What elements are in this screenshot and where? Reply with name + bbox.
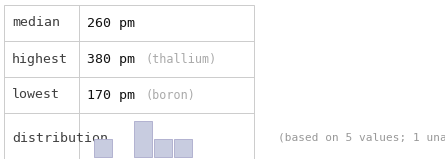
Text: 260 pm: 260 pm (87, 17, 135, 30)
Text: lowest: lowest (12, 89, 60, 101)
Text: (boron): (boron) (145, 89, 195, 101)
Text: highest: highest (12, 52, 68, 66)
Bar (154, 139, 172, 157)
Text: distribution: distribution (12, 132, 108, 145)
Text: (thallium): (thallium) (145, 52, 216, 66)
Text: 170 pm: 170 pm (87, 89, 135, 101)
Bar (134, 121, 152, 157)
Bar (4, 5, 254, 159)
Text: (based on 5 values; 1 unavailable): (based on 5 values; 1 unavailable) (278, 132, 445, 142)
Text: 380 pm: 380 pm (87, 52, 135, 66)
Text: median: median (12, 17, 60, 30)
Bar (94, 139, 112, 157)
Bar (174, 139, 192, 157)
